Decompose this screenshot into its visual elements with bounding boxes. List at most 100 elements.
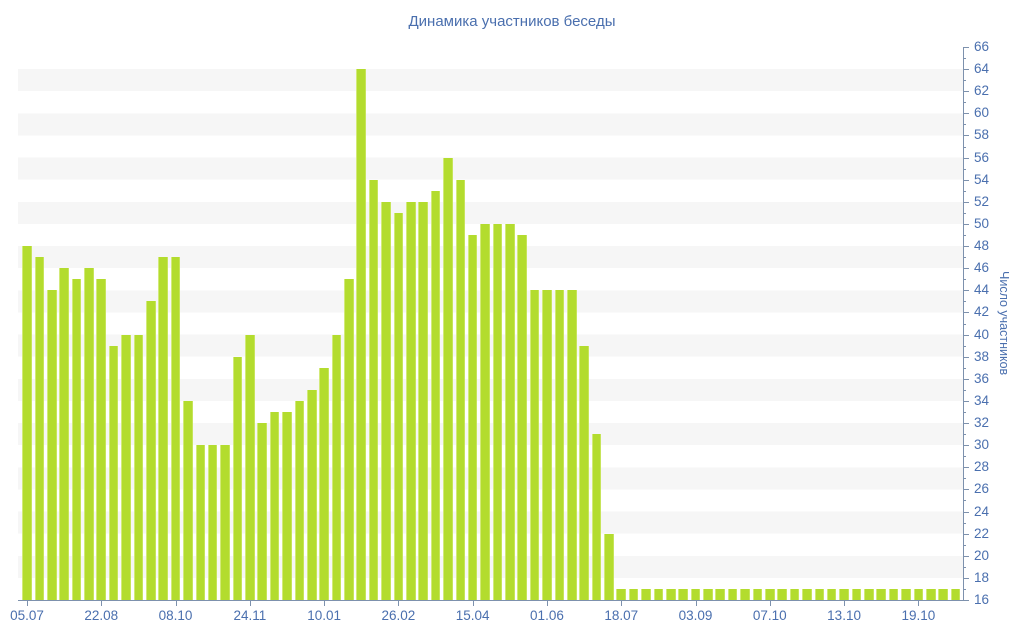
- bar: [566, 290, 577, 600]
- y-minor-tick: [963, 544, 966, 546]
- bar: [467, 235, 478, 600]
- x-major-tick: [324, 601, 326, 606]
- bar: [133, 334, 144, 600]
- x-tick-label: 18.07: [604, 608, 639, 623]
- y-major-tick: [963, 600, 969, 601]
- x-tick-label: 05.07: [10, 608, 44, 623]
- bar: [220, 445, 230, 600]
- x-tick-label: 01.06: [530, 608, 564, 623]
- y-minor-tick: [963, 235, 966, 237]
- x-tick-label: 10.01: [307, 608, 341, 623]
- bar: [257, 423, 267, 600]
- y-major-tick: [963, 533, 969, 535]
- y-tick-label: 16: [974, 592, 990, 607]
- bar: [765, 588, 775, 600]
- bar: [505, 223, 515, 600]
- y-tick-label: 40: [974, 326, 990, 342]
- y-tick-label: 28: [974, 459, 990, 475]
- bar: [331, 334, 342, 600]
- y-major-tick: [963, 91, 969, 93]
- bar: [146, 301, 156, 600]
- x-major-tick: [546, 601, 548, 606]
- x-tick-label: 19.10: [901, 608, 936, 623]
- x-major-tick: [621, 601, 623, 606]
- y-major-tick: [963, 69, 969, 71]
- y-major-tick: [963, 290, 969, 292]
- bar: [604, 533, 614, 600]
- y-major-tick: [963, 135, 969, 137]
- y-tick-label: 20: [974, 547, 990, 563]
- bar: [789, 588, 800, 600]
- bar: [84, 268, 94, 600]
- y-tick-label: 62: [974, 83, 990, 99]
- y-tick-label: 44: [974, 282, 990, 298]
- bar: [913, 588, 924, 600]
- y-minor-tick: [963, 323, 966, 325]
- bar: [405, 201, 416, 600]
- y-tick-label: 26: [974, 481, 990, 497]
- y-major-tick: [963, 179, 969, 181]
- y-minor-tick: [963, 434, 966, 436]
- x-major-tick: [249, 601, 251, 606]
- y-minor-tick: [963, 566, 966, 568]
- y-major-tick: [963, 445, 969, 447]
- x-major-tick: [472, 601, 474, 606]
- y-minor-tick: [963, 478, 966, 480]
- y-tick-label: 54: [974, 171, 990, 187]
- bar: [232, 356, 243, 600]
- y-tick-label: 18: [974, 569, 990, 585]
- y-minor-tick: [963, 345, 966, 347]
- y-major-tick: [963, 378, 969, 380]
- bar: [802, 588, 812, 600]
- y-tick-label: 48: [974, 238, 990, 254]
- bar: [876, 588, 886, 600]
- y-minor-tick: [963, 301, 966, 303]
- chart-title: Динамика участников беседы: [408, 13, 616, 30]
- bar: [752, 588, 763, 600]
- bar: [294, 400, 305, 600]
- bar: [381, 201, 391, 600]
- bar: [641, 588, 651, 600]
- bar: [455, 179, 466, 600]
- y-minor-tick: [963, 212, 966, 214]
- bar: [34, 257, 45, 600]
- bar: [108, 345, 119, 600]
- x-major-tick: [695, 601, 697, 606]
- x-tick-label: 22.08: [84, 608, 119, 623]
- bar: [517, 235, 527, 600]
- x-major-tick: [175, 601, 177, 606]
- y-minor-tick: [963, 367, 966, 369]
- bar: [901, 588, 911, 600]
- y-tick-label: 22: [974, 525, 990, 541]
- x-tick-label: 26.02: [381, 608, 416, 623]
- y-tick-label: 24: [974, 503, 990, 519]
- x-axis-line: [18, 600, 964, 601]
- bar: [71, 279, 82, 600]
- bar: [542, 290, 552, 600]
- y-minor-tick: [963, 190, 966, 192]
- bar: [356, 69, 367, 600]
- bar: [282, 411, 292, 600]
- x-tick-label: 07.10: [752, 608, 787, 623]
- y-tick-label: 56: [974, 149, 990, 165]
- bar: [207, 445, 218, 600]
- bar: [888, 588, 899, 600]
- bar: [183, 400, 193, 600]
- y-tick-label: 34: [974, 392, 990, 408]
- y-major-tick: [963, 157, 969, 159]
- x-tick-label: 13.10: [827, 608, 861, 623]
- bar: [195, 445, 206, 600]
- y-minor-tick: [963, 588, 966, 590]
- y-major-tick: [963, 223, 969, 225]
- bar: [950, 588, 961, 600]
- y-major-tick: [963, 201, 969, 203]
- y-major-tick: [963, 268, 969, 270]
- y-minor-tick: [963, 124, 966, 126]
- bar: [430, 190, 441, 600]
- bar: [319, 367, 329, 600]
- x-tick-label: 03.09: [678, 608, 713, 623]
- x-major-tick: [844, 601, 846, 606]
- y-minor-tick: [963, 257, 966, 259]
- y-minor-tick: [963, 500, 966, 502]
- bar: [344, 279, 354, 600]
